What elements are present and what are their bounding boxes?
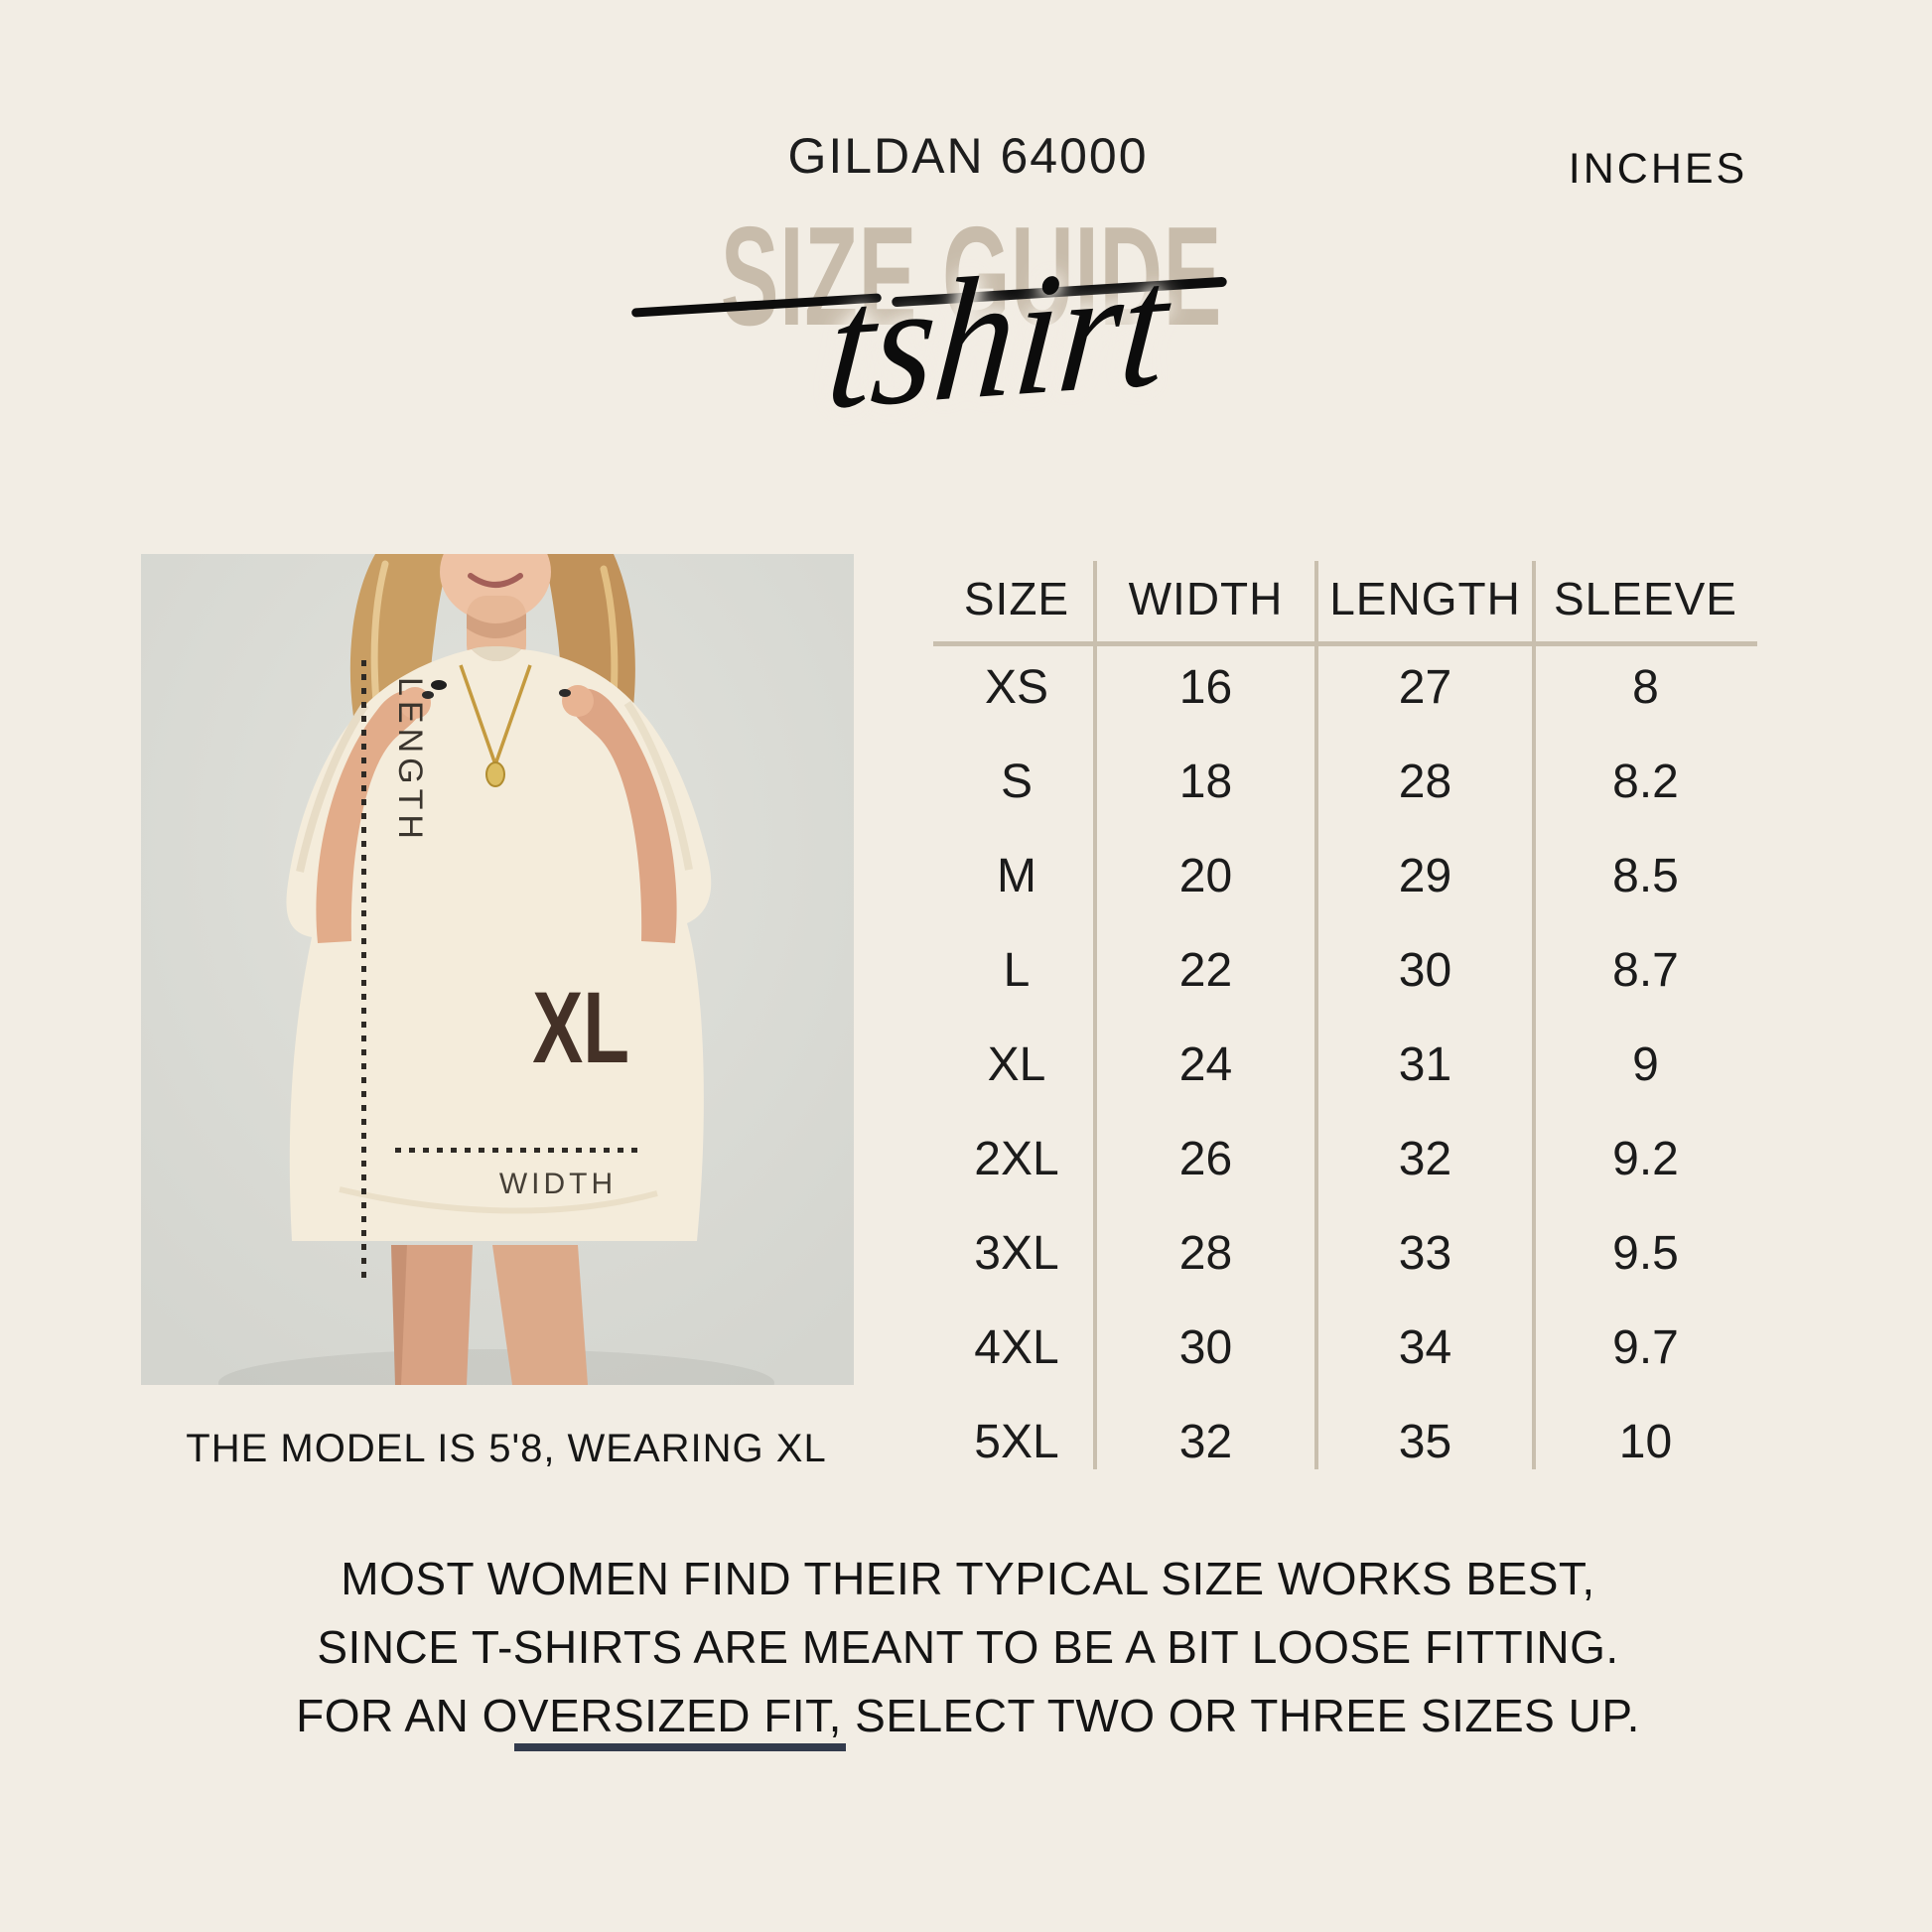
length-label: LENGTH [391, 677, 429, 844]
size-cell: S [1000, 756, 1033, 808]
size-cell: XL [987, 1038, 1046, 1091]
size-cell: XS [984, 661, 1049, 714]
value-cell: 9.2 [1612, 1133, 1679, 1185]
value-cell: 26 [1178, 1133, 1233, 1185]
value-cell: 22 [1178, 944, 1233, 997]
length-dotted-line [361, 660, 366, 1284]
size-table: SIZE WIDTH LENGTH SLEEVE XS 16 27 8 S 18 28 8.2 M 20 2… [933, 556, 1757, 1489]
value-cell: 8.2 [1612, 756, 1679, 808]
table-header-cell: SIZE [963, 572, 1070, 624]
size-cell: 3XL [974, 1227, 1059, 1280]
table-header-cell: LENGTH [1329, 572, 1521, 624]
value-cell: 18 [1178, 756, 1233, 808]
page-title: SIZE GUIDE [475, 207, 1467, 347]
size-cell: 2XL [974, 1133, 1059, 1185]
width-dotted-line [395, 1148, 643, 1153]
value-cell: 32 [1178, 1416, 1233, 1468]
size-table-grid: SIZE WIDTH LENGTH SLEEVE XS 16 27 8 S 18 28 8.2 M 20 2… [938, 556, 1757, 1489]
fit-note: MOST WOMEN FIND THEIR TYPICAL SIZE WORKS… [278, 1545, 1658, 1750]
table-header-rule [933, 641, 1757, 646]
size-cell: M [997, 850, 1036, 902]
fit-note-line-3: FOR AN OVERSIZED FIT, SELECT TWO OR THRE… [296, 1690, 1640, 1741]
value-cell: 9.5 [1612, 1227, 1679, 1280]
value-cell: 8 [1632, 661, 1659, 714]
value-cell: 8.7 [1612, 944, 1679, 997]
model-photo [141, 554, 854, 1385]
model-caption: THE MODEL IS 5'8, WEARING XL [186, 1427, 827, 1470]
value-cell: 9.7 [1612, 1321, 1679, 1374]
value-cell: 10 [1618, 1416, 1673, 1468]
value-cell: 33 [1398, 1227, 1452, 1280]
size-cell: 4XL [974, 1321, 1059, 1374]
oversized-underline [514, 1743, 846, 1751]
script-subtitle: tshirt [820, 227, 1175, 446]
value-cell: 29 [1398, 850, 1452, 902]
brand-title: GILDAN 64000 [787, 128, 1149, 184]
value-cell: 30 [1178, 1321, 1233, 1374]
value-cell: 20 [1178, 850, 1233, 902]
value-cell: 32 [1398, 1133, 1452, 1185]
value-cell: 27 [1398, 661, 1452, 714]
fit-note-line-1: MOST WOMEN FIND THEIR TYPICAL SIZE WORKS… [341, 1553, 1595, 1604]
fit-note-line-2: SINCE T-SHIRTS ARE MEANT TO BE A BIT LOO… [317, 1621, 1619, 1673]
value-cell: 30 [1398, 944, 1452, 997]
value-cell: 9 [1632, 1038, 1659, 1091]
value-cell: 34 [1398, 1321, 1452, 1374]
value-cell: 8.5 [1612, 850, 1679, 902]
size-cell: L [1003, 944, 1031, 997]
table-divider-2 [1314, 561, 1318, 1469]
table-divider-3 [1532, 561, 1536, 1469]
table-header-cell: SLEEVE [1554, 572, 1737, 624]
width-label: WIDTH [498, 1168, 618, 1200]
size-cell: 5XL [974, 1416, 1059, 1468]
value-cell: 31 [1398, 1038, 1452, 1091]
page-title-text: SIZE GUIDE [720, 198, 1222, 355]
shirt-size-label: XL [532, 971, 630, 1084]
value-cell: 28 [1398, 756, 1452, 808]
model-illustration [141, 554, 854, 1385]
value-cell: 24 [1178, 1038, 1233, 1091]
value-cell: 35 [1398, 1416, 1452, 1468]
value-cell: 28 [1178, 1227, 1233, 1280]
table-divider-1 [1093, 561, 1097, 1469]
unit-label: INCHES [1568, 145, 1748, 193]
value-cell: 16 [1178, 661, 1233, 714]
table-header-cell: WIDTH [1128, 572, 1284, 624]
